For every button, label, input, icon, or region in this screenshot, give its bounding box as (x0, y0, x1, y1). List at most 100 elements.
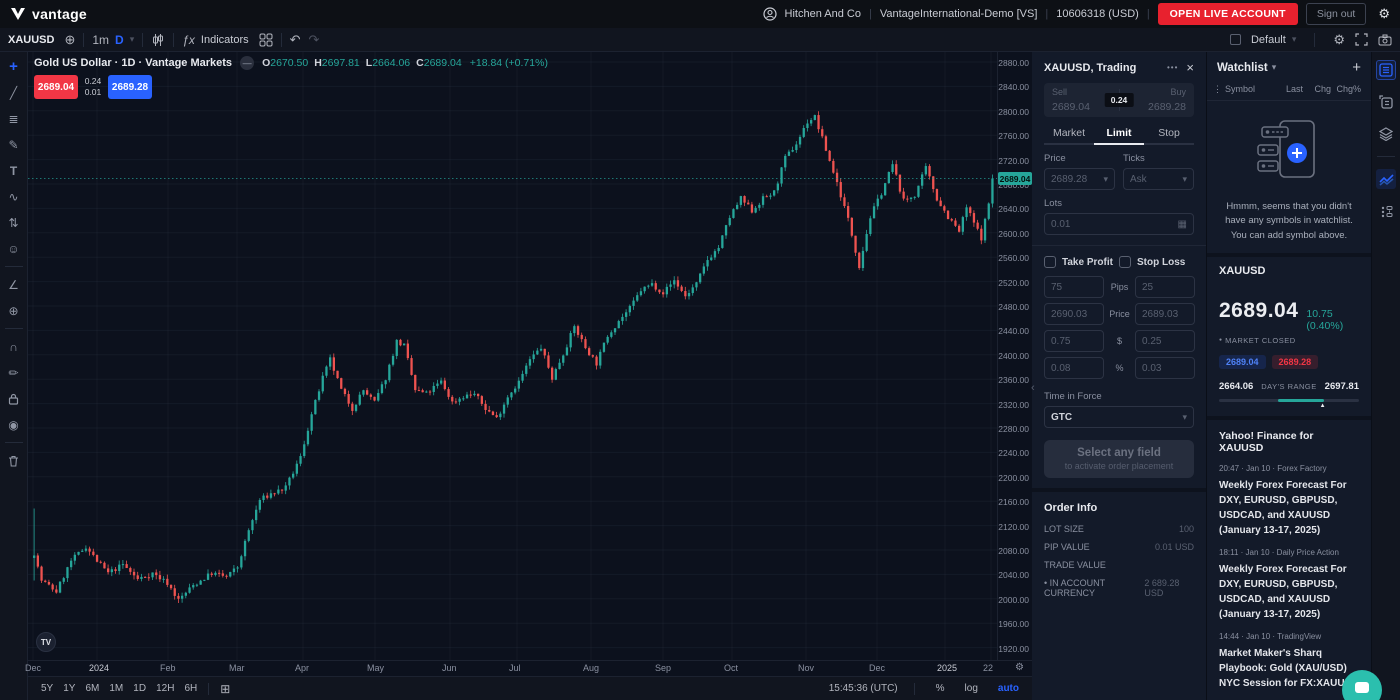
axis-settings-gear-icon[interactable]: ⚙ (1015, 662, 1024, 673)
chart-plot[interactable]: 2880.002840.002800.002760.002720.002680.… (28, 52, 1032, 660)
tab-market[interactable]: Market (1052, 127, 1086, 139)
watchlist-icon[interactable] (1376, 60, 1396, 80)
time-axis[interactable]: ⚙ Dec 2024 Feb Mar Apr May Jun Jul Aug Sep Oct Nov D… (25, 660, 1032, 676)
clock[interactable]: 15:45:36 (UTC) (828, 683, 898, 694)
crosshair-icon[interactable]: + (9, 58, 18, 75)
stop-loss-price-input[interactable] (1135, 303, 1195, 325)
symbol-add-icon[interactable]: ⊕ (64, 31, 76, 47)
dom-icon[interactable] (1376, 201, 1396, 221)
tab-limit[interactable]: Limit (1106, 127, 1132, 139)
range-button-5y[interactable]: 5Y (41, 683, 54, 694)
vantage-logo[interactable]: vantage (10, 6, 87, 22)
chart-settings-gear-icon[interactable]: ⚙ (1333, 31, 1345, 47)
camera-icon[interactable] (1378, 34, 1392, 46)
watchlist-title[interactable]: Watchlist (1217, 61, 1268, 74)
take-profit-price-input[interactable] (1044, 303, 1104, 325)
close-icon[interactable]: × (1186, 60, 1194, 75)
tradingview-logo[interactable]: TV (36, 632, 56, 652)
ticks-select[interactable]: Ask ▾ (1123, 168, 1194, 190)
chat-support-button[interactable] (1342, 670, 1382, 700)
range-button-12h[interactable]: 12H (156, 683, 175, 694)
settings-gear-icon[interactable]: ⚙ (1378, 6, 1390, 21)
buy-side[interactable]: Buy 2689.28 (1148, 87, 1186, 113)
ask-badge[interactable]: 2689.28 (1271, 354, 1319, 369)
col-chg[interactable]: Chg (1314, 84, 1331, 94)
take-profit-%-input[interactable] (1044, 357, 1104, 379)
stop-loss-%-input[interactable] (1135, 357, 1195, 379)
take-profit-checkbox[interactable]: Take Profit (1044, 256, 1119, 268)
log-scale-button[interactable]: log (964, 683, 978, 694)
magnet-icon[interactable]: ∩ (9, 339, 18, 354)
stop-loss-pips-input[interactable] (1135, 276, 1195, 298)
sign-out-button[interactable]: Sign out (1305, 3, 1367, 25)
quick-sell-button[interactable]: 2689.04 (34, 75, 78, 99)
col-last[interactable]: Last (1285, 84, 1303, 94)
emoji-tool-icon[interactable]: ☺ (7, 241, 20, 256)
legend-minimize-icon[interactable]: — (240, 56, 255, 70)
percent-scale-button[interactable]: % (935, 683, 945, 694)
remove-drawings-icon[interactable] (5, 452, 23, 469)
col-symbol[interactable]: Symbol (1225, 84, 1256, 94)
news-icon[interactable] (1376, 92, 1396, 112)
col-chgpct[interactable]: Chg% (1336, 84, 1361, 94)
news-header[interactable]: Yahoo! Finance for XAUUSD (1219, 429, 1314, 454)
account-name[interactable]: Hitchen And Co (784, 8, 861, 20)
bid-badge[interactable]: 2689.04 (1219, 354, 1266, 369)
auto-scale-button[interactable]: auto (997, 683, 1019, 694)
indicators-button[interactable]: ƒx Indicators (182, 33, 248, 47)
hide-drawings-icon[interactable]: ◉ (8, 417, 19, 432)
kebab-icon[interactable]: ⋮ (1213, 84, 1222, 94)
trend-line-icon[interactable]: ╱ (9, 85, 18, 100)
stop-loss-$-input[interactable] (1135, 330, 1195, 352)
interval-1d-button[interactable]: D (115, 32, 124, 47)
layout-grid-icon[interactable] (259, 33, 273, 47)
stop-loss-checkbox[interactable]: Stop Loss (1119, 256, 1194, 268)
range-button-6h[interactable]: 6H (184, 683, 198, 694)
add-symbol-button[interactable]: + (1352, 59, 1361, 76)
lots-input[interactable] (1051, 218, 1178, 230)
pattern-tool-icon[interactable]: ∿ (8, 189, 19, 204)
brush-icon[interactable]: ✎ (8, 137, 19, 152)
price-select[interactable]: 2689.28 ▾ (1044, 168, 1115, 190)
sell-side[interactable]: Sell 2689.04 (1052, 87, 1090, 113)
range-button-1d[interactable]: 1D (133, 683, 147, 694)
measure-icon[interactable]: ∠ (8, 277, 19, 292)
lock-drawings-icon[interactable] (5, 390, 23, 407)
object-tree-layers-icon[interactable] (1376, 124, 1396, 144)
interval-chevron-icon[interactable]: ▾ (129, 34, 135, 44)
stay-drawing-icon[interactable]: ✏ (8, 365, 19, 380)
redo-icon[interactable]: ↷ (308, 31, 320, 47)
watchlist-chevron-icon[interactable]: ▾ (1271, 62, 1277, 72)
go-to-date-icon[interactable]: ⊞ (220, 681, 231, 696)
place-order-button[interactable]: Select any field to activate order place… (1044, 440, 1194, 478)
range-button-1y[interactable]: 1Y (63, 683, 76, 694)
trading-panel-collapse-handle[interactable]: ‹ (1031, 382, 1035, 394)
layout-select-checkbox[interactable] (1229, 34, 1241, 45)
price-scale[interactable]: 2880.002840.002800.002760.002720.002680.… (997, 52, 1032, 660)
tif-select[interactable]: GTC ▾ (1044, 406, 1194, 428)
layout-dropdown[interactable]: Default ▾ (1251, 34, 1296, 46)
tab-stop[interactable]: Stop (1158, 127, 1180, 139)
trade-panel-icon[interactable] (1376, 169, 1396, 189)
calculator-icon[interactable]: ▦ (1177, 218, 1187, 230)
range-button-1m[interactable]: 1M (109, 683, 124, 694)
fullscreen-icon[interactable] (1355, 33, 1368, 46)
interval-1m-button[interactable]: 1m (92, 32, 110, 47)
legend-title[interactable]: Gold US Dollar · 1D · Vantage Markets (34, 57, 233, 69)
quick-buy-button[interactable]: 2689.28 (108, 75, 152, 99)
projection-tool-icon[interactable]: ⇅ (8, 215, 19, 230)
text-tool-icon[interactable]: T (9, 163, 18, 178)
symbol-button[interactable]: XAUUSD (8, 33, 55, 46)
take-profit-pips-input[interactable] (1044, 276, 1104, 298)
zoom-in-icon[interactable]: ⊕ (8, 303, 19, 318)
range-button-6m[interactable]: 6M (85, 683, 100, 694)
fib-retracement-icon[interactable]: ≣ (8, 111, 19, 126)
news-item[interactable]: 18:11 · Jan 10 · Daily Price Action Weekl… (1219, 547, 1347, 620)
news-item[interactable]: 20:47 · Jan 10 · Forex Factory Weekly For… (1219, 463, 1347, 536)
more-options-icon[interactable]: ••• (1167, 63, 1179, 72)
open-live-account-button[interactable]: OPEN LIVE ACCOUNT (1157, 3, 1298, 25)
chart-style-icon[interactable] (151, 33, 165, 47)
news-item[interactable]: 14:44 · Jan 10 · TradingView Market Maker… (1219, 631, 1359, 689)
undo-icon[interactable]: ↶ (289, 31, 301, 47)
take-profit-$-input[interactable] (1044, 330, 1104, 352)
